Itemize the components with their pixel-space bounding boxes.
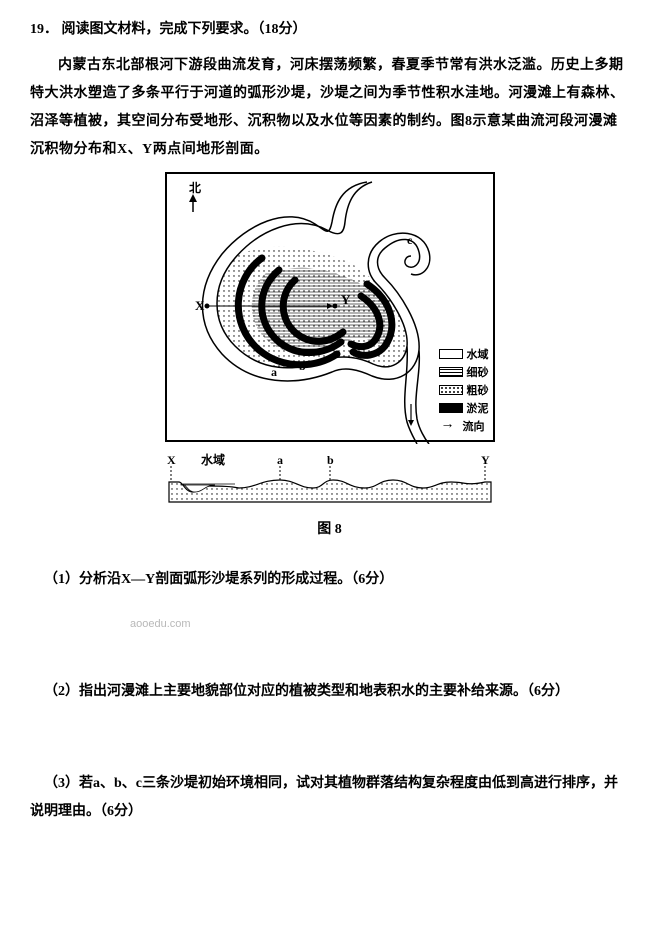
point-y-marker <box>332 304 337 309</box>
legend-flow: 流向 <box>463 418 485 434</box>
profile-a: a <box>277 453 283 467</box>
legend-row: 淤泥 <box>439 400 489 416</box>
profile-panel: X 水域 a b Y <box>165 452 495 512</box>
watermark-text: aooedu.com <box>130 618 629 630</box>
profile-b: b <box>327 453 334 467</box>
swatch-mud <box>439 403 463 413</box>
point-x-marker <box>204 304 209 309</box>
legend-fine: 细砂 <box>467 364 489 380</box>
legend-row: 流向 <box>439 418 489 434</box>
profile-y: Y <box>481 453 490 467</box>
label-c: c <box>407 233 413 247</box>
swatch-coarse <box>439 385 463 395</box>
north-label: 北 <box>189 180 201 195</box>
profile-x: X <box>167 453 176 467</box>
point-y-label: Y <box>341 292 351 307</box>
subquestion-3: （3）若a、b、c三条沙堤初始环境相同，试对其植物群落结构复杂程度由低到高进行排… <box>30 770 629 826</box>
question-passage: 内蒙古东北部根河下游段曲流发育，河床摆荡频繁，春夏季节常有洪水泛滥。历史上多期特… <box>30 52 629 164</box>
figure-caption: 图 8 <box>317 518 342 538</box>
subquestion-1: （1）分析沿X—Y剖面弧形沙堤系列的形成过程。（6分） <box>30 568 629 588</box>
profile-ground <box>169 480 491 502</box>
figure-container: 北 <box>30 172 629 538</box>
flow-arrow-head <box>408 420 414 426</box>
legend-mud: 淤泥 <box>467 400 489 416</box>
map-legend: 水域 细砂 粗砂 淤泥 流向 <box>439 344 489 436</box>
subquestion-2: （2）指出河漫滩上主要地貌部位对应的植被类型和地表积水的主要补给来源。（6分） <box>30 680 629 700</box>
swatch-water <box>439 349 463 359</box>
swatch-flow <box>439 421 463 431</box>
legend-row: 水域 <box>439 346 489 362</box>
question-number: 19． <box>30 22 58 37</box>
north-arrow-head <box>189 194 197 202</box>
profile-svg: X 水域 a b Y <box>165 452 495 512</box>
legend-row: 粗砂 <box>439 382 489 398</box>
swatch-fine <box>439 367 463 377</box>
legend-row: 细砂 <box>439 364 489 380</box>
label-a: a <box>271 365 277 379</box>
profile-water: 水域 <box>201 452 225 467</box>
label-b: b <box>299 359 306 373</box>
point-x-label: X <box>195 298 205 313</box>
legend-coarse: 粗砂 <box>467 382 489 398</box>
legend-water: 水域 <box>467 346 489 362</box>
question-header: 19． 阅读图文材料，完成下列要求。（18分） <box>30 18 629 38</box>
question-stem: 阅读图文材料，完成下列要求。（18分） <box>62 22 307 37</box>
map-panel: 北 <box>165 172 495 442</box>
